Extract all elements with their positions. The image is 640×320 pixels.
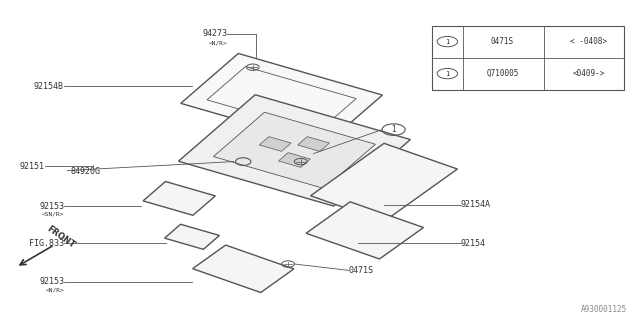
- Polygon shape: [193, 245, 294, 292]
- Bar: [432, 26, 624, 90]
- Polygon shape: [213, 112, 376, 188]
- Text: 0471S: 0471S: [349, 266, 374, 275]
- Text: 94273: 94273: [202, 29, 227, 38]
- Text: 92153: 92153: [39, 202, 64, 211]
- Polygon shape: [259, 137, 291, 151]
- Polygon shape: [306, 202, 424, 259]
- Text: <N/R>: <N/R>: [209, 41, 227, 46]
- Text: Q710005: Q710005: [486, 69, 518, 78]
- Polygon shape: [207, 67, 356, 132]
- Text: 92154: 92154: [461, 239, 486, 248]
- Text: <N/R>: <N/R>: [45, 287, 64, 292]
- Text: A930001125: A930001125: [581, 305, 627, 314]
- Polygon shape: [180, 53, 383, 145]
- Text: 1: 1: [445, 71, 449, 76]
- Polygon shape: [164, 224, 220, 249]
- Text: 92154A: 92154A: [461, 200, 491, 209]
- Text: FIG.833: FIG.833: [29, 239, 64, 248]
- Text: 92153: 92153: [39, 277, 64, 286]
- Polygon shape: [310, 143, 458, 221]
- Polygon shape: [179, 95, 410, 206]
- Text: <SN/R>: <SN/R>: [42, 212, 64, 217]
- Text: < -0408>: < -0408>: [570, 37, 607, 46]
- Text: <0409->: <0409->: [573, 69, 605, 78]
- Text: 1: 1: [445, 39, 449, 44]
- Text: 84920G: 84920G: [70, 167, 100, 176]
- Text: 0471S: 0471S: [491, 37, 514, 46]
- Polygon shape: [143, 181, 215, 215]
- Text: FRONT: FRONT: [45, 224, 76, 250]
- Text: 92154B: 92154B: [34, 82, 64, 91]
- Polygon shape: [298, 137, 330, 151]
- Text: 1: 1: [391, 125, 396, 134]
- Text: 92151: 92151: [20, 162, 45, 171]
- Polygon shape: [278, 153, 310, 167]
